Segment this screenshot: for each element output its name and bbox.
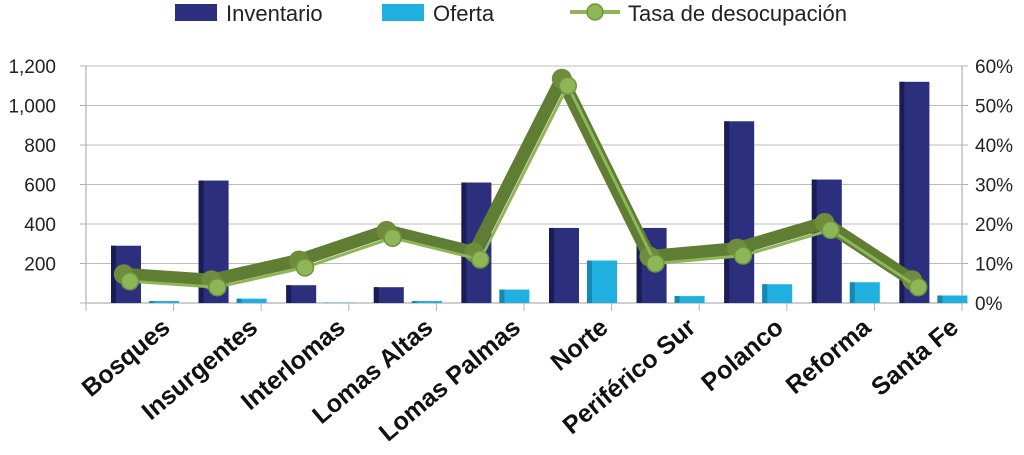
y-right-tick-label: 60% (975, 57, 1013, 78)
y-left-tick-label: 200 (24, 255, 56, 276)
line-point (646, 254, 665, 273)
legend-label-tasa: Tasa de desocupación (628, 1, 847, 26)
bar-oferta-side (149, 301, 154, 303)
bar-oferta (236, 298, 267, 303)
bar-inventario-side (111, 245, 116, 303)
bar-inventario-side (636, 227, 642, 303)
unemployment-line (113, 68, 928, 297)
y-right-tick-label: 50% (975, 97, 1013, 118)
line-point (120, 272, 140, 291)
line-point (208, 277, 227, 297)
y-right-tick-label: 0% (975, 294, 1003, 315)
bar-oferta (411, 301, 442, 303)
y-left-tick-label: 1,000 (8, 97, 56, 118)
bar-oferta-side (674, 296, 680, 303)
y-right-tick-label: 10% (975, 255, 1013, 276)
bar-oferta (674, 296, 705, 303)
x-category-label: Norte (545, 313, 613, 376)
x-category-label: Santa Fe (866, 313, 964, 401)
bar-oferta-side (762, 284, 768, 303)
bar-oferta (762, 284, 793, 303)
x-category-label: Polanco (696, 313, 788, 397)
bar-inventario-side (286, 285, 292, 303)
y-left-tick-label: 800 (24, 136, 56, 157)
bar-oferta (149, 301, 179, 303)
line-point (558, 76, 578, 95)
line-tasa-desocupacion (129, 84, 920, 289)
bar-inventario (286, 285, 317, 303)
bar-oferta-side (499, 289, 505, 303)
line-point (383, 228, 402, 248)
y-left-tick-label: 400 (24, 215, 56, 236)
bar-oferta (937, 295, 968, 303)
legend-marker-tasa (586, 3, 604, 21)
line-point (821, 220, 840, 240)
bar-oferta-side (411, 301, 417, 303)
line-shadow-trail (117, 72, 919, 287)
y-left-tick-label: 1,200 (8, 57, 56, 78)
bar-inventario-side (811, 179, 817, 303)
bar-inventario-side (373, 287, 379, 303)
legend-swatch-oferta (382, 4, 424, 21)
y-right-tick-label: 40% (975, 136, 1013, 157)
bar-oferta-side (236, 298, 242, 303)
bar-inventario-side (198, 180, 204, 303)
legend-swatch-inventario (175, 4, 217, 21)
bar-inventario (373, 287, 404, 303)
bar-inventario-side (724, 121, 730, 303)
bar-oferta (849, 282, 880, 303)
y-right-tick-label: 20% (975, 215, 1013, 236)
y-right-tick-label: 30% (975, 176, 1013, 197)
legend-label-oferta: Oferta (433, 1, 495, 26)
legend-label-inventario: Inventario (226, 1, 323, 26)
legend: Inventario Oferta Tasa de desocupación (175, 1, 847, 26)
bar-oferta-side (849, 282, 855, 303)
x-category-label: Reforma (781, 312, 878, 399)
bar-oferta-side (587, 260, 592, 303)
line-point (295, 258, 315, 277)
line-point (733, 246, 753, 265)
bar-inventario-side (899, 81, 905, 303)
bar-inventario-side (461, 182, 467, 303)
bar-inventario-side (549, 227, 554, 303)
line-point (908, 277, 928, 297)
bar-oferta (499, 289, 530, 303)
y-left-tick-label: 600 (24, 176, 56, 197)
line-point (470, 250, 490, 269)
bar-oferta-side (937, 295, 943, 303)
